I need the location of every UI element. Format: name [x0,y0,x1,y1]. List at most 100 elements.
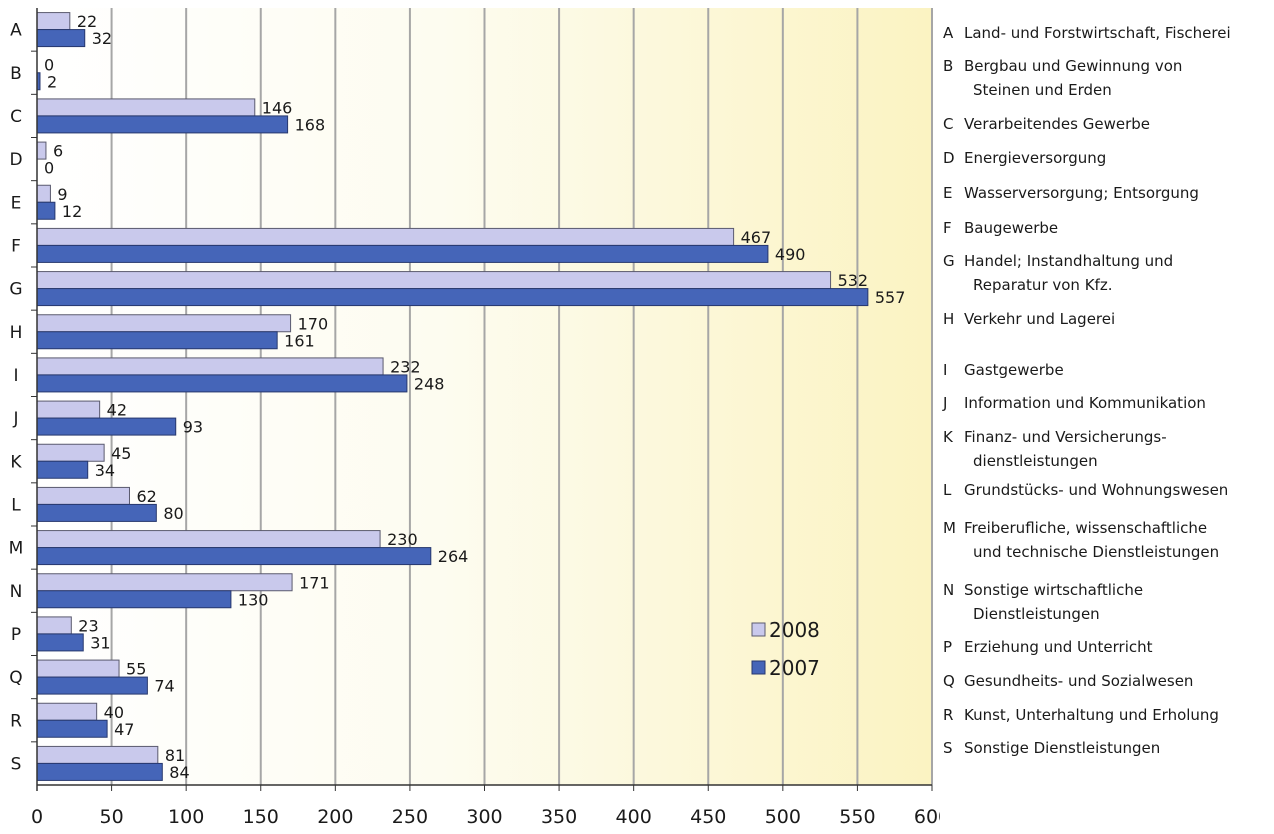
category-code: B [943,57,954,75]
value-label-2007-P: 31 [90,633,110,652]
value-label-2007-N: 130 [238,590,269,609]
category-label-N: N [10,582,23,602]
category-description-text: Grundstücks- und Wohnungswesen [964,481,1229,499]
value-labels: 2232021461686091246749053255717016123224… [44,12,905,782]
bar-2008-M [36,530,381,549]
x-tick-label-450: 450 [690,806,726,828]
value-label-2007-C: 168 [295,115,326,134]
value-label-2007-B: 2 [47,72,57,91]
category-description-text: Verarbeitendes Gewerbe [964,115,1150,133]
category-label-S: S [11,754,22,774]
bar-2007-A [36,29,86,48]
value-label-2007-I: 248 [414,374,445,393]
category-code: S [943,739,953,757]
x-tick-label-250: 250 [392,806,428,828]
category-description-text: Energieversorgung [964,149,1107,167]
bar-2008-R [36,702,98,721]
category-description-S: S Sonstige Dienstleistungen [943,736,1160,760]
x-tick-label-350: 350 [541,806,577,828]
category-description-text: Freiberufliche, wissenschaftliche [964,519,1208,537]
category-description-M: M Freiberufliche, wissenschaftliche und te… [943,516,1219,564]
category-code: A [943,24,954,42]
category-code: N [943,581,955,599]
category-code: M [943,519,956,537]
category-label-P: P [11,625,21,645]
value-label-2008-L: 62 [136,487,156,506]
legend-label-2007: 2007 [769,656,820,680]
bar-2008-I [36,357,384,376]
value-label-2008-B: 0 [44,55,54,74]
category-code: E [943,184,953,202]
category-label-L: L [11,495,21,515]
x-tick-label-200: 200 [317,806,353,828]
category-description-text: Finanz- und Versicherungs- [964,428,1167,446]
category-description-F: F Baugewerbe [943,216,1058,240]
bar-2008-Q [36,659,120,678]
value-label-2007-S: 84 [169,763,189,782]
category-description-B: B Bergbau und Gewinnung von Steinen und Er… [943,54,1182,102]
bar-2007-H [36,331,278,350]
category-code: Q [943,672,955,690]
category-description-text: Dienstleistungen [973,605,1100,623]
bar-2008-N [36,573,293,592]
bar-2008-A [36,12,71,31]
value-label-2008-R: 40 [104,703,124,722]
category-legend: A Land- und Forstwirtschaft, Fischerei B Be… [943,0,1274,834]
category-description-K: K Finanz- und Versicherungs-dienstleistun… [943,425,1167,473]
category-description-text: Verkehr und Lagerei [964,310,1116,328]
category-description-text: Land- und Forstwirtschaft, Fischerei [964,24,1231,42]
category-label-R: R [10,711,22,731]
category-description-I: I Gastgewerbe [943,358,1064,382]
category-description-J: J Information und Kommunikation [943,391,1206,415]
category-label-J: J [12,409,18,429]
category-description-text: Gesundheits- und Sozialwesen [964,672,1194,690]
value-label-2007-K: 34 [95,461,115,480]
bar-2007-M [36,547,432,566]
bar-2008-G [36,271,832,290]
category-description-Q: Q Gesundheits- und Sozialwesen [943,669,1193,693]
category-label-M: M [9,539,24,559]
category-description-text: und technische Dienstleistungen [973,543,1220,561]
category-description-text: Steinen und Erden [973,81,1112,99]
category-description-text: Gastgewerbe [964,361,1064,379]
category-label-I: I [13,366,18,386]
bar-2007-Q [36,676,148,695]
category-description-text: Bergbau und Gewinnung von [964,57,1183,75]
category-description-text: Erziehung und Unterricht [964,638,1153,656]
bar-2008-H [36,314,292,333]
x-tick-label-50: 50 [99,806,123,828]
value-label-2007-F: 490 [775,245,806,264]
bar-2008-P [36,616,72,635]
value-label-2007-L: 80 [163,504,183,523]
gridlines [110,8,933,785]
legend-label-2008: 2008 [769,618,820,642]
legend-swatch-2007 [751,660,766,675]
category-description-A: A Land- und Forstwirtschaft, Fischerei [943,21,1231,45]
category-description-H: H Verkehr und Lagerei [943,307,1115,331]
bar-2008-J [36,400,101,419]
category-label-K: K [10,452,22,472]
bar-2007-N [36,590,232,609]
category-label-B: B [10,64,22,84]
value-label-2008-H: 170 [298,314,329,333]
category-label-F: F [11,236,21,256]
x-tick-label-400: 400 [616,806,652,828]
value-label-2007-J: 93 [183,418,203,437]
bar-2007-L [36,503,157,522]
category-description-text: Kunst, Unterhaltung und Erholung [964,706,1219,724]
value-label-2008-I: 232 [390,357,421,376]
category-description-D: D Energieversorgung [943,146,1106,170]
category-description-R: R Kunst, Unterhaltung und Erholung [943,703,1219,727]
category-description-text: Reparatur von Kfz. [973,276,1113,294]
category-label-H: H [10,323,23,343]
value-label-2007-H: 161 [284,331,315,350]
value-label-2008-K: 45 [111,444,131,463]
bar-2008-E [36,184,51,203]
bar-2008-C [36,98,256,117]
bar-chart: 2232021461686091246749053255717016123224… [9,8,940,828]
category-description-text: Baugewerbe [964,219,1059,237]
bars [36,12,869,781]
x-tick-label-0: 0 [31,806,43,828]
value-label-2007-M: 264 [438,547,469,566]
x-tick-label-500: 500 [765,806,801,828]
